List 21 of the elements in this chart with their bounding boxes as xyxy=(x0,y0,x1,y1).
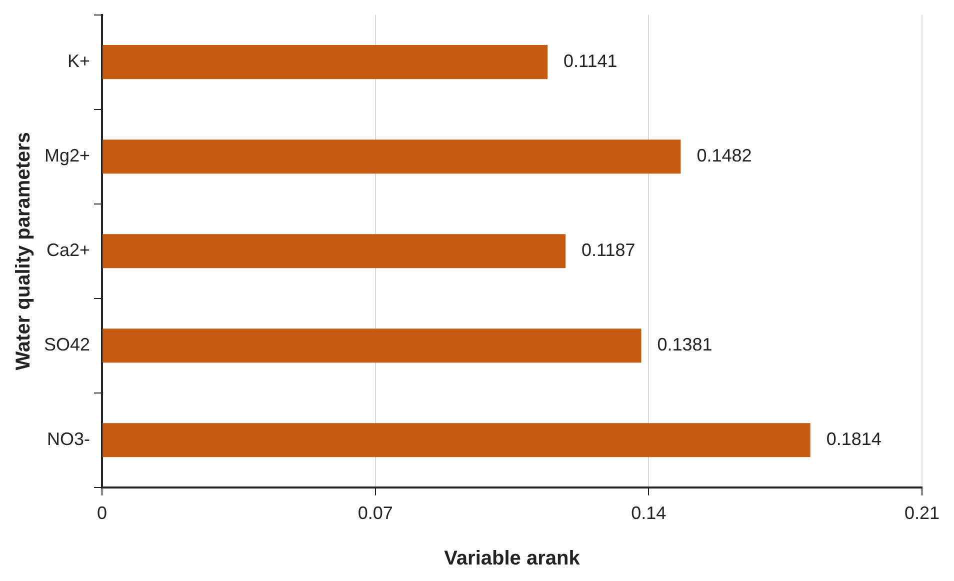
x-tick-label: 0.07 xyxy=(358,503,393,524)
bar xyxy=(102,328,642,363)
bar xyxy=(102,423,810,458)
y-tick-label: NO3- xyxy=(47,429,90,450)
x-tick-label: 0.21 xyxy=(904,503,940,524)
bar xyxy=(102,45,548,80)
bar xyxy=(102,140,681,174)
y-tick-label: SO42 xyxy=(44,334,90,355)
data-label: 0.1482 xyxy=(696,146,752,166)
x-axis-title: Variable arank xyxy=(444,548,581,570)
x-tick-label: 0 xyxy=(97,503,108,524)
data-label: 0.1381 xyxy=(657,334,712,355)
y-tick-label: Mg2+ xyxy=(44,146,90,166)
data-label: 0.1814 xyxy=(826,429,882,450)
bar xyxy=(102,234,566,268)
x-tick-label: 0.14 xyxy=(631,503,666,524)
y-tick-label: K+ xyxy=(67,51,90,72)
data-label: 0.1187 xyxy=(582,240,636,260)
y-tick-label: Ca2+ xyxy=(46,240,90,260)
data-label: 0.1141 xyxy=(564,51,618,72)
y-axis-title: Water quality parameters xyxy=(12,132,35,370)
